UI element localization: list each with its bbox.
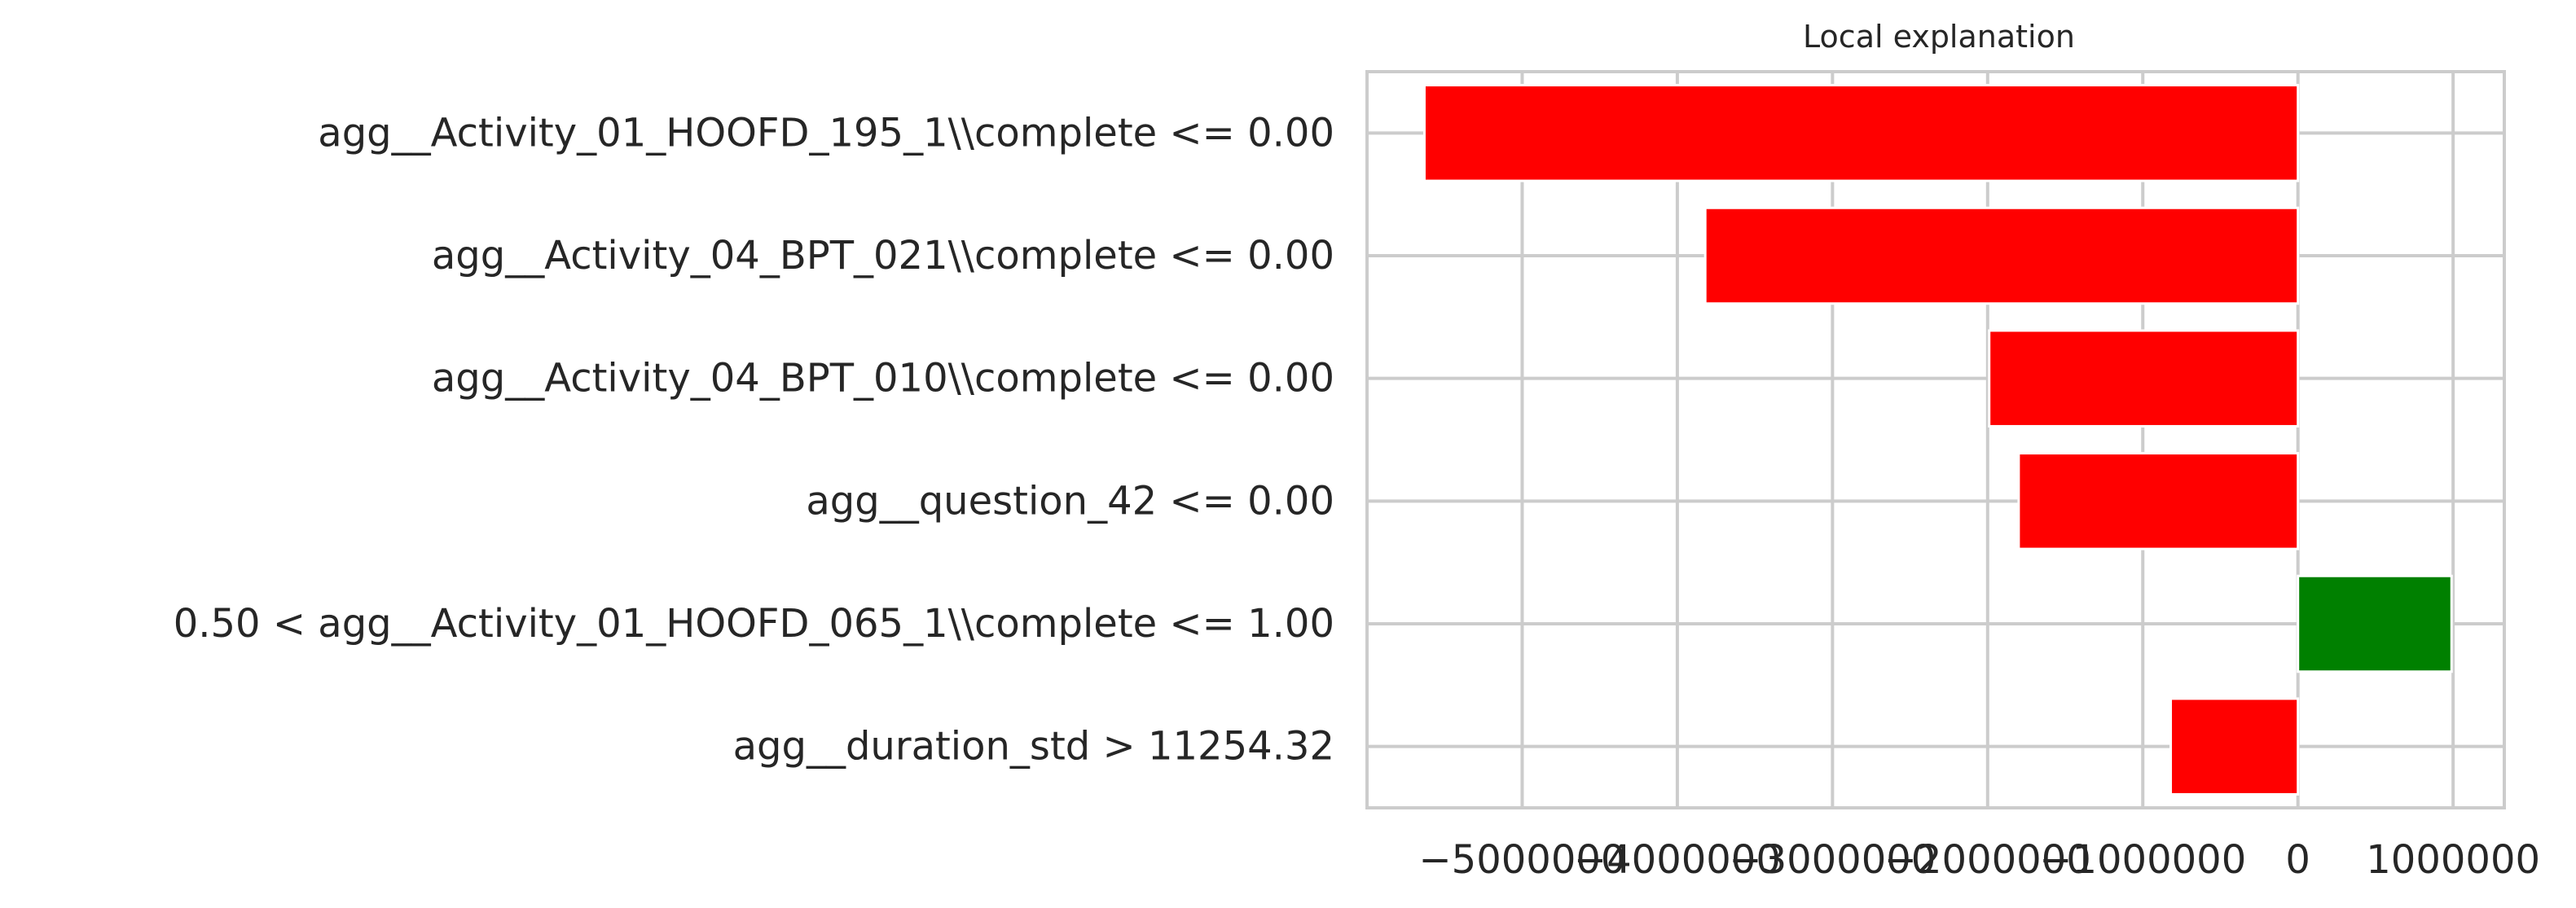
- x-tick-label: 1000000: [2366, 837, 2540, 883]
- category-label: agg__question_42 <= 0.00: [806, 478, 1334, 524]
- x-tick-labels: −5000000−4000000−3000000−2000000−1000000…: [1418, 837, 2540, 883]
- x-tick-label: −3000000: [1729, 837, 1936, 883]
- plot-frame: [1365, 70, 2506, 809]
- bar: [1422, 84, 2300, 182]
- chart-title: Local explanation: [1803, 19, 2075, 55]
- x-tick-label: −2000000: [1884, 837, 2091, 883]
- bar: [1988, 329, 2300, 428]
- category-label: agg__duration_std > 11254.32: [733, 724, 1334, 770]
- grid-lines: [1367, 72, 2504, 808]
- x-tick-label: −1000000: [2039, 837, 2246, 883]
- x-tick-label: −4000000: [1574, 837, 1781, 883]
- x-tick-label: −5000000: [1418, 837, 1625, 883]
- category-label: agg__Activity_01_HOOFD_195_1\\complete <…: [318, 110, 1334, 156]
- category-label: agg__Activity_04_BPT_010\\complete <= 0.…: [432, 356, 1334, 401]
- bar: [1703, 206, 2300, 305]
- category-label: agg__Activity_04_BPT_021\\complete <= 0.…: [432, 233, 1334, 279]
- category-label: 0.50 < agg__Activity_01_HOOFD_065_1\\com…: [174, 601, 1334, 647]
- x-tick-label: 0: [2285, 837, 2310, 883]
- bar: [2169, 697, 2300, 796]
- bar: [2297, 574, 2453, 673]
- bar: [2017, 452, 2300, 551]
- category-labels: agg__Activity_01_HOOFD_195_1\\complete <…: [174, 110, 1334, 769]
- bars: [1422, 84, 2453, 796]
